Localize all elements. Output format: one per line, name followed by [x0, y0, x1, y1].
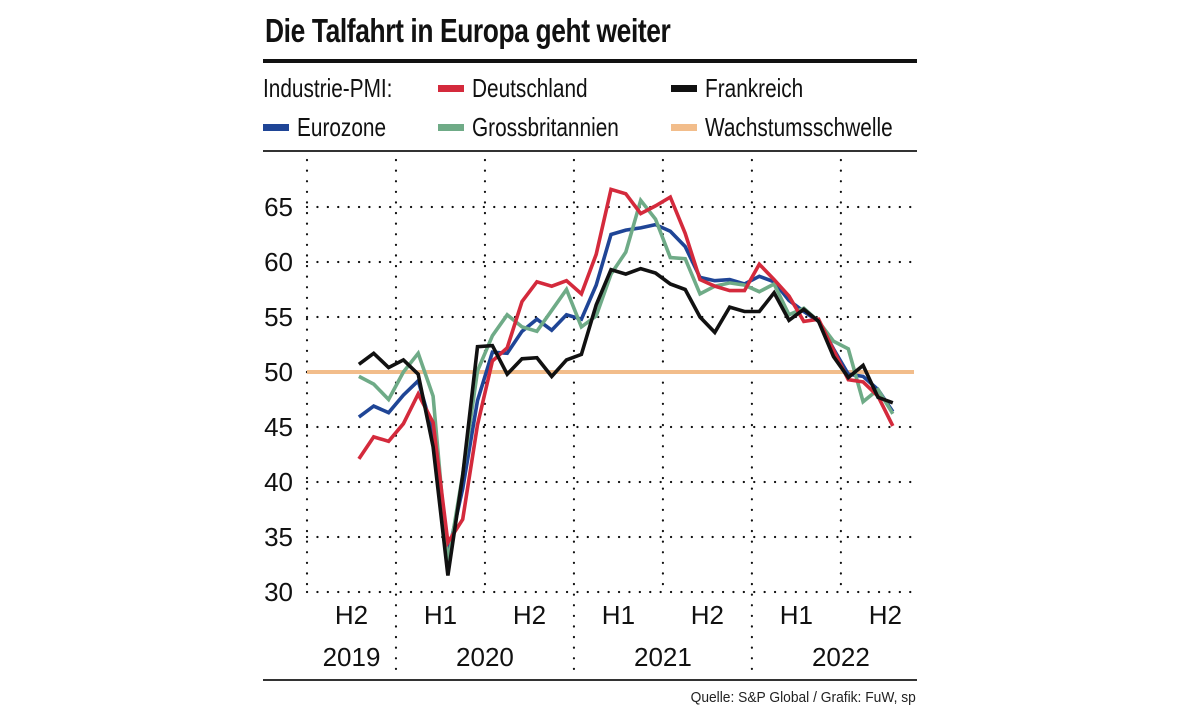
y-tick-label: 55 — [264, 302, 293, 332]
x-tick-label-half: H2 — [335, 600, 368, 630]
y-tick-label: 35 — [264, 522, 293, 552]
x-tick-label-half: H1 — [424, 600, 457, 630]
series-layer — [357, 187, 895, 576]
x-tick-label-half: H2 — [691, 600, 724, 630]
legend-prefix: Industrie-PMI: — [263, 73, 393, 103]
x-tick-label-half: H1 — [602, 600, 635, 630]
legend-swatch-wachstumsschwelle — [671, 123, 697, 131]
source-note: Quelle: S&P Global / Grafik: FuW, sp — [690, 689, 916, 706]
x-tick-label-half: H1 — [780, 600, 813, 630]
legend-swatch-frankreich — [671, 84, 697, 92]
legend-item-wachstumsschwelle: Wachstumsschwelle — [671, 112, 940, 142]
series-line-frankreich — [357, 266, 894, 576]
y-tick-label: 65 — [264, 192, 293, 222]
y-tick-label: 50 — [264, 357, 293, 387]
legend-item-frankreich: Frankreich — [671, 73, 828, 103]
legend-rule — [263, 150, 917, 152]
title-rule — [263, 59, 917, 63]
x-tick-label-half: H2 — [513, 600, 546, 630]
x-axis: H2 H1 H2 H1 H2 H1 H2 2019 2020 2021 2022 — [323, 600, 902, 672]
y-tick-label: 40 — [264, 467, 293, 497]
y-axis: 30 35 40 45 50 55 60 65 — [264, 192, 293, 607]
legend-item-grossbritannien: Grossbritannien — [438, 112, 656, 142]
bottom-rule — [263, 679, 917, 681]
x-tick-label-year: 2021 — [634, 642, 692, 672]
chart-title: Die Talfahrt in Europa geht weiter — [265, 12, 671, 49]
x-tick-label-year: 2019 — [323, 642, 381, 672]
x-tick-label-half: H2 — [869, 600, 902, 630]
x-tick-label-year: 2020 — [456, 642, 514, 672]
legend-swatch-grossbritannien — [438, 123, 464, 131]
y-tick-label: 30 — [264, 577, 293, 607]
legend-swatch-eurozone — [263, 123, 289, 131]
grid — [305, 158, 919, 678]
legend-swatch-deutschland — [438, 84, 464, 92]
y-tick-label: 60 — [264, 247, 293, 277]
legend-item-eurozone: Eurozone — [263, 112, 408, 142]
legend-item-deutschland: Deutschland — [438, 73, 617, 103]
series-line-deutschland — [357, 187, 895, 548]
y-tick-label: 45 — [264, 412, 293, 442]
x-tick-label-year: 2022 — [812, 642, 870, 672]
